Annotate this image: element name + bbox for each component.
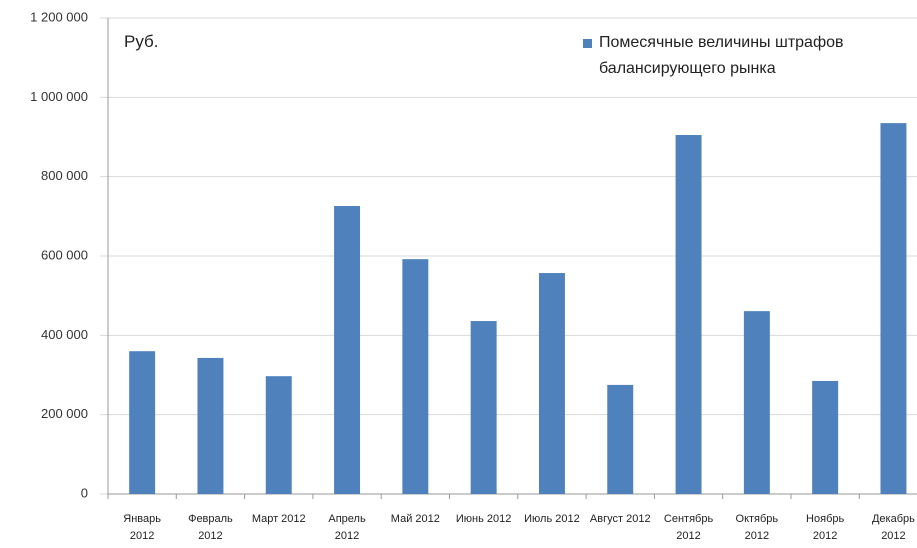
bar [470,321,497,494]
y-tick-label: 800 000 [41,168,88,183]
x-tick-label: Август 2012 [589,513,651,525]
y-tick-label: 200 000 [41,406,88,421]
bar [402,259,429,494]
x-tick-label: Июнь 2012 [455,513,512,525]
bar [607,384,634,494]
x-tick-label: Декабрь 2012 [871,513,915,542]
x-tick-label: Май 2012 [390,513,440,525]
x-tick-label: Апрель 2012 [328,513,366,542]
x-tick-label: Март 2012 [251,513,306,525]
y-tick-label: 400 000 [41,327,88,342]
unit-annotation: Руб. [124,32,159,51]
x-tick-label: Октябрь 2012 [735,513,779,542]
y-tick-label: 600 000 [41,247,88,262]
bar [197,357,224,494]
bar [334,206,361,494]
y-tick-label: 1 200 000 [30,9,88,24]
x-tick-label: Февраль 2012 [188,513,233,542]
legend-swatch [583,39,592,48]
y-tick-label: 0 [81,485,88,500]
bar [812,380,839,494]
x-tick-label: Январь 2012 [123,513,161,542]
legend-label: Помесячные величины штрафов балансирующе… [599,34,844,77]
bar [265,376,292,494]
y-tick-label: 1 000 000 [30,89,88,104]
x-tick-label: Июль 2012 [524,513,580,525]
bar [129,351,156,494]
bar [675,135,702,494]
x-tick-label: Сентябрь 2012 [663,513,714,542]
bar [743,311,770,494]
bar [880,123,907,494]
bar [538,273,565,494]
x-tick-label: Ноябрь 2012 [806,513,845,542]
